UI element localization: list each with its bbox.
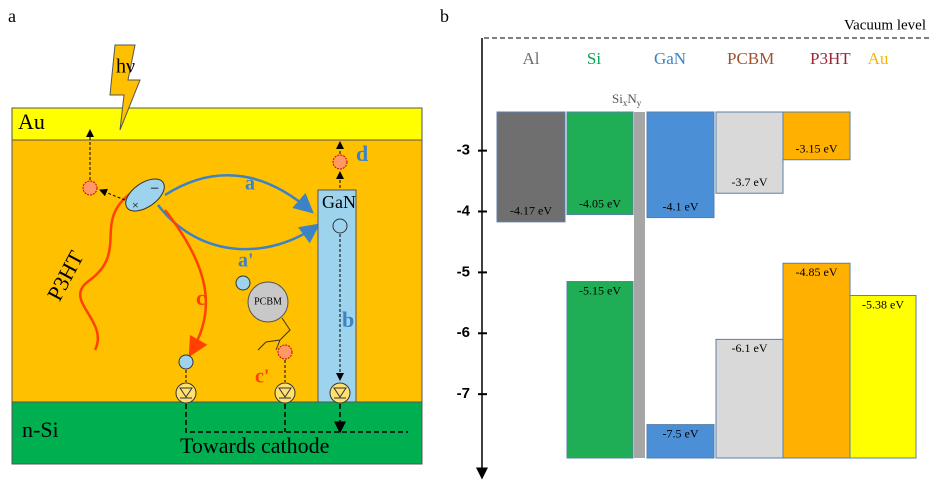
interlayer-bar [634,112,645,458]
y-tick-label: -5 [457,263,470,280]
value-label: -4.05 eV [579,196,621,210]
energy-level [782,262,851,459]
path-a [164,174,314,214]
hole [82,180,98,196]
electron [178,354,194,370]
pcbm-chain [257,317,291,351]
pcbm-label: PCBM [254,296,282,307]
path-d-label: d [356,141,368,166]
electron [235,275,251,291]
energy-level [715,111,784,194]
energy-level [646,424,715,459]
au-layer [11,107,423,141]
current-path [185,404,408,432]
legend-label: Si [587,49,601,68]
panel-label: b [440,6,449,26]
energy-level [849,295,917,459]
y-tick-label: -6 [457,324,470,341]
value-label: -5.15 eV [579,283,621,297]
value-label: -4.1 eV [663,199,699,213]
path-a-label: a [245,173,255,195]
au-label: Au [18,109,45,134]
vacuum-label: Vacuum level [844,17,926,33]
legend-label: Au [868,49,889,68]
exciton-plus: × [132,198,139,212]
path-a2-label: a' [238,250,254,272]
energy-level [566,281,634,459]
gan-label: GaN [322,192,356,212]
hole [332,154,348,170]
value-label: -4.17 eV [510,204,552,218]
value-label: -5.38 eV [862,297,904,311]
p3ht-chain [78,188,136,351]
energy-level [566,111,634,216]
y-tick-label: -7 [457,385,470,402]
cathode-label: Towards cathode [180,433,329,458]
energy-level [646,111,715,219]
si-layer [11,401,423,465]
arrow [99,188,126,201]
electron [332,218,348,234]
value-label: -3.15 eV [796,142,838,156]
path-c-label: c [196,285,206,310]
energy-level [496,111,566,223]
diodes [175,382,351,404]
pcbm-ball [247,281,289,323]
path-c2-label: c' [255,366,269,388]
energy-level [715,338,784,459]
panel-b: b Vacuum level SixNy -3 -4 -5 -6 -7 Al -4.17 e… [440,6,930,480]
interlayer-label: SixNy [612,91,642,108]
exciton [125,178,165,212]
legend-label: P3HT [810,49,851,68]
photon-label: hν [116,56,135,78]
si-label: n-Si [22,417,59,442]
path-b-label: b [342,307,354,332]
panel-label: a [8,6,16,26]
legend-label: PCBM [727,49,774,68]
value-label: -7.5 eV [663,426,699,440]
y-tick-label: -4 [457,202,471,219]
value-label: -4.85 eV [796,265,838,279]
hole [277,344,293,360]
value-label: -3.7 eV [732,175,768,189]
path-c [164,209,208,358]
photon-bolt [109,44,141,131]
energy-level [782,111,851,161]
legend-label: GaN [654,49,686,68]
value-label: -6.1 eV [732,341,768,355]
exciton-minus: − [150,181,159,198]
legend-label: Al [523,49,540,68]
y-tick-label: -3 [457,142,470,159]
panel-a: a Au n-Si hν P3HT − × a a' GaN d b c PCB… [8,6,423,465]
